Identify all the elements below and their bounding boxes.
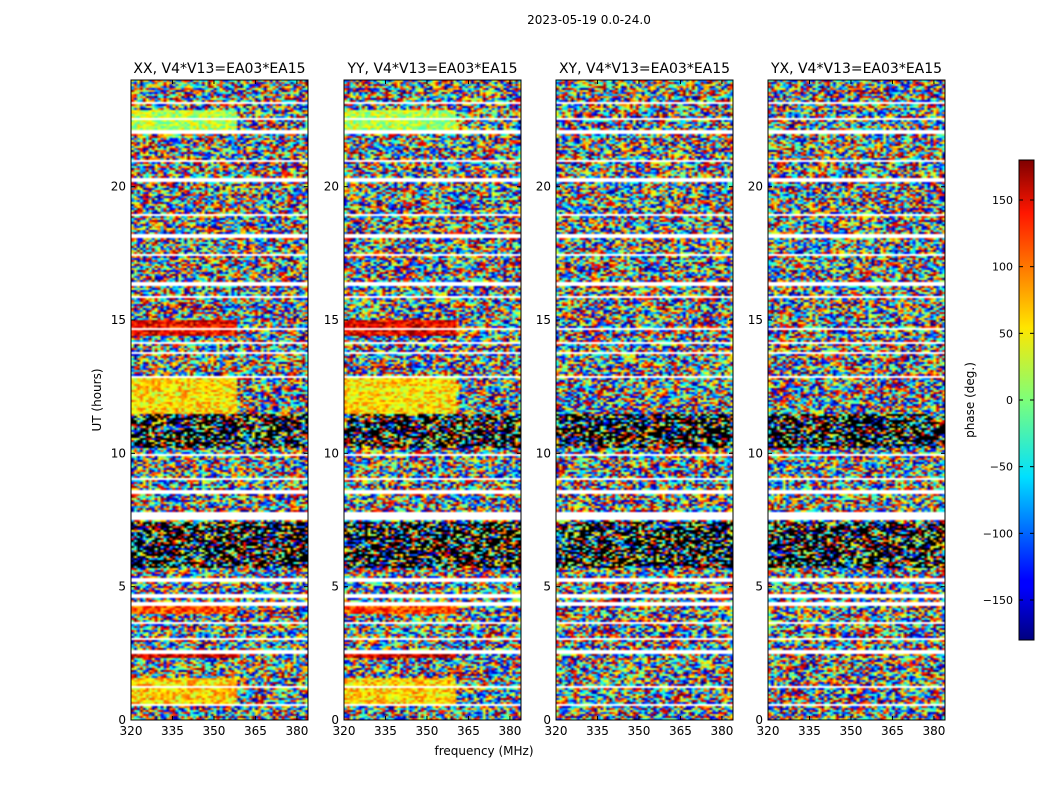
plot-frame bbox=[767, 79, 946, 721]
colorbar-tick-label: 100 bbox=[992, 261, 1013, 274]
x-tick-label: 335 bbox=[161, 724, 184, 738]
figure-title: 2023-05-19 0.0-24.0 bbox=[527, 13, 651, 27]
y-tick-label: 20 bbox=[748, 180, 763, 194]
phase-heatmap bbox=[344, 80, 521, 720]
y-tick-label: 0 bbox=[755, 713, 763, 727]
x-tick-label: 365 bbox=[244, 724, 267, 738]
x-tick-label: 350 bbox=[628, 724, 651, 738]
panel-title: XY, V4*V13=EA03*EA15 bbox=[559, 61, 730, 77]
x-tick-label: 335 bbox=[798, 724, 821, 738]
plot-frame bbox=[555, 79, 734, 721]
x-tick-label: 365 bbox=[457, 724, 480, 738]
x-tick-label: 320 bbox=[120, 724, 143, 738]
phase-heatmap bbox=[556, 80, 733, 720]
y-tick-label: 5 bbox=[118, 580, 126, 594]
x-tick-label: 380 bbox=[498, 724, 521, 738]
panel-title: XX, V4*V13=EA03*EA15 bbox=[133, 61, 305, 77]
plot-frame bbox=[130, 79, 309, 721]
panel-yx: YX, V4*V13=EA03*EA15 320 335 350 365 380 0 5 10 1… bbox=[748, 61, 946, 738]
y-tick-label: 10 bbox=[111, 446, 126, 460]
colorbar-tick-label: −150 bbox=[983, 594, 1013, 607]
y-tick-label: 5 bbox=[543, 580, 551, 594]
x-tick-label: 380 bbox=[922, 724, 945, 738]
colorbar-tick-label: −50 bbox=[990, 461, 1013, 474]
y-tick-label: 5 bbox=[331, 580, 339, 594]
y-axis-label: UT (hours) bbox=[90, 368, 104, 431]
x-tick-label: 380 bbox=[285, 724, 308, 738]
x-tick-label: 380 bbox=[710, 724, 733, 738]
x-tick-label: 350 bbox=[416, 724, 439, 738]
x-tick-label: 365 bbox=[881, 724, 904, 738]
panel-xx: XX, V4*V13=EA03*EA15 320 335 350 365 380 0 5 10 1… bbox=[111, 61, 309, 738]
y-tick-label: 10 bbox=[324, 446, 339, 460]
y-tick-label: 20 bbox=[324, 180, 339, 194]
x-tick-label: 365 bbox=[669, 724, 692, 738]
plot-frame bbox=[343, 79, 522, 721]
colorbar: −150 −100 −50 0 50 100 150 phase (deg.) bbox=[963, 159, 1035, 641]
x-tick-label: 320 bbox=[333, 724, 356, 738]
y-tick-label: 10 bbox=[748, 446, 763, 460]
x-tick-label: 350 bbox=[203, 724, 226, 738]
y-tick-label: 15 bbox=[536, 313, 551, 327]
y-tick-label: 15 bbox=[111, 313, 126, 327]
panel-yy: YY, V4*V13=EA03*EA15 320 335 350 365 380 0 5 10 1… bbox=[324, 61, 522, 738]
colorbar-tick-label: 50 bbox=[999, 327, 1013, 340]
y-tick-label: 0 bbox=[118, 713, 126, 727]
panel-xy: XY, V4*V13=EA03*EA15 320 335 350 365 380 0 5 10 1… bbox=[536, 61, 734, 738]
y-tick-label: 0 bbox=[543, 713, 551, 727]
x-tick-label: 320 bbox=[545, 724, 568, 738]
panel-title: YX, V4*V13=EA03*EA15 bbox=[770, 61, 942, 77]
y-tick-label: 15 bbox=[748, 313, 763, 327]
x-axis-label: frequency (MHz) bbox=[434, 744, 533, 758]
colorbar-tick-label: 0 bbox=[1006, 394, 1013, 407]
y-tick-label: 20 bbox=[111, 180, 126, 194]
colorbar-label: phase (deg.) bbox=[963, 362, 977, 438]
x-tick-label: 335 bbox=[374, 724, 397, 738]
y-tick-label: 0 bbox=[331, 713, 339, 727]
x-tick-label: 350 bbox=[840, 724, 863, 738]
x-tick-label: 335 bbox=[586, 724, 609, 738]
phase-heatmap bbox=[131, 80, 308, 720]
y-tick-label: 10 bbox=[536, 446, 551, 460]
y-tick-label: 20 bbox=[536, 180, 551, 194]
colorbar-tick-label: 150 bbox=[992, 194, 1013, 207]
colorbar-tick-label: −100 bbox=[983, 527, 1013, 540]
phase-heatmap bbox=[768, 80, 945, 720]
x-tick-label: 320 bbox=[757, 724, 780, 738]
panel-title: YY, V4*V13=EA03*EA15 bbox=[346, 61, 517, 77]
y-tick-label: 5 bbox=[755, 580, 763, 594]
y-tick-label: 15 bbox=[324, 313, 339, 327]
